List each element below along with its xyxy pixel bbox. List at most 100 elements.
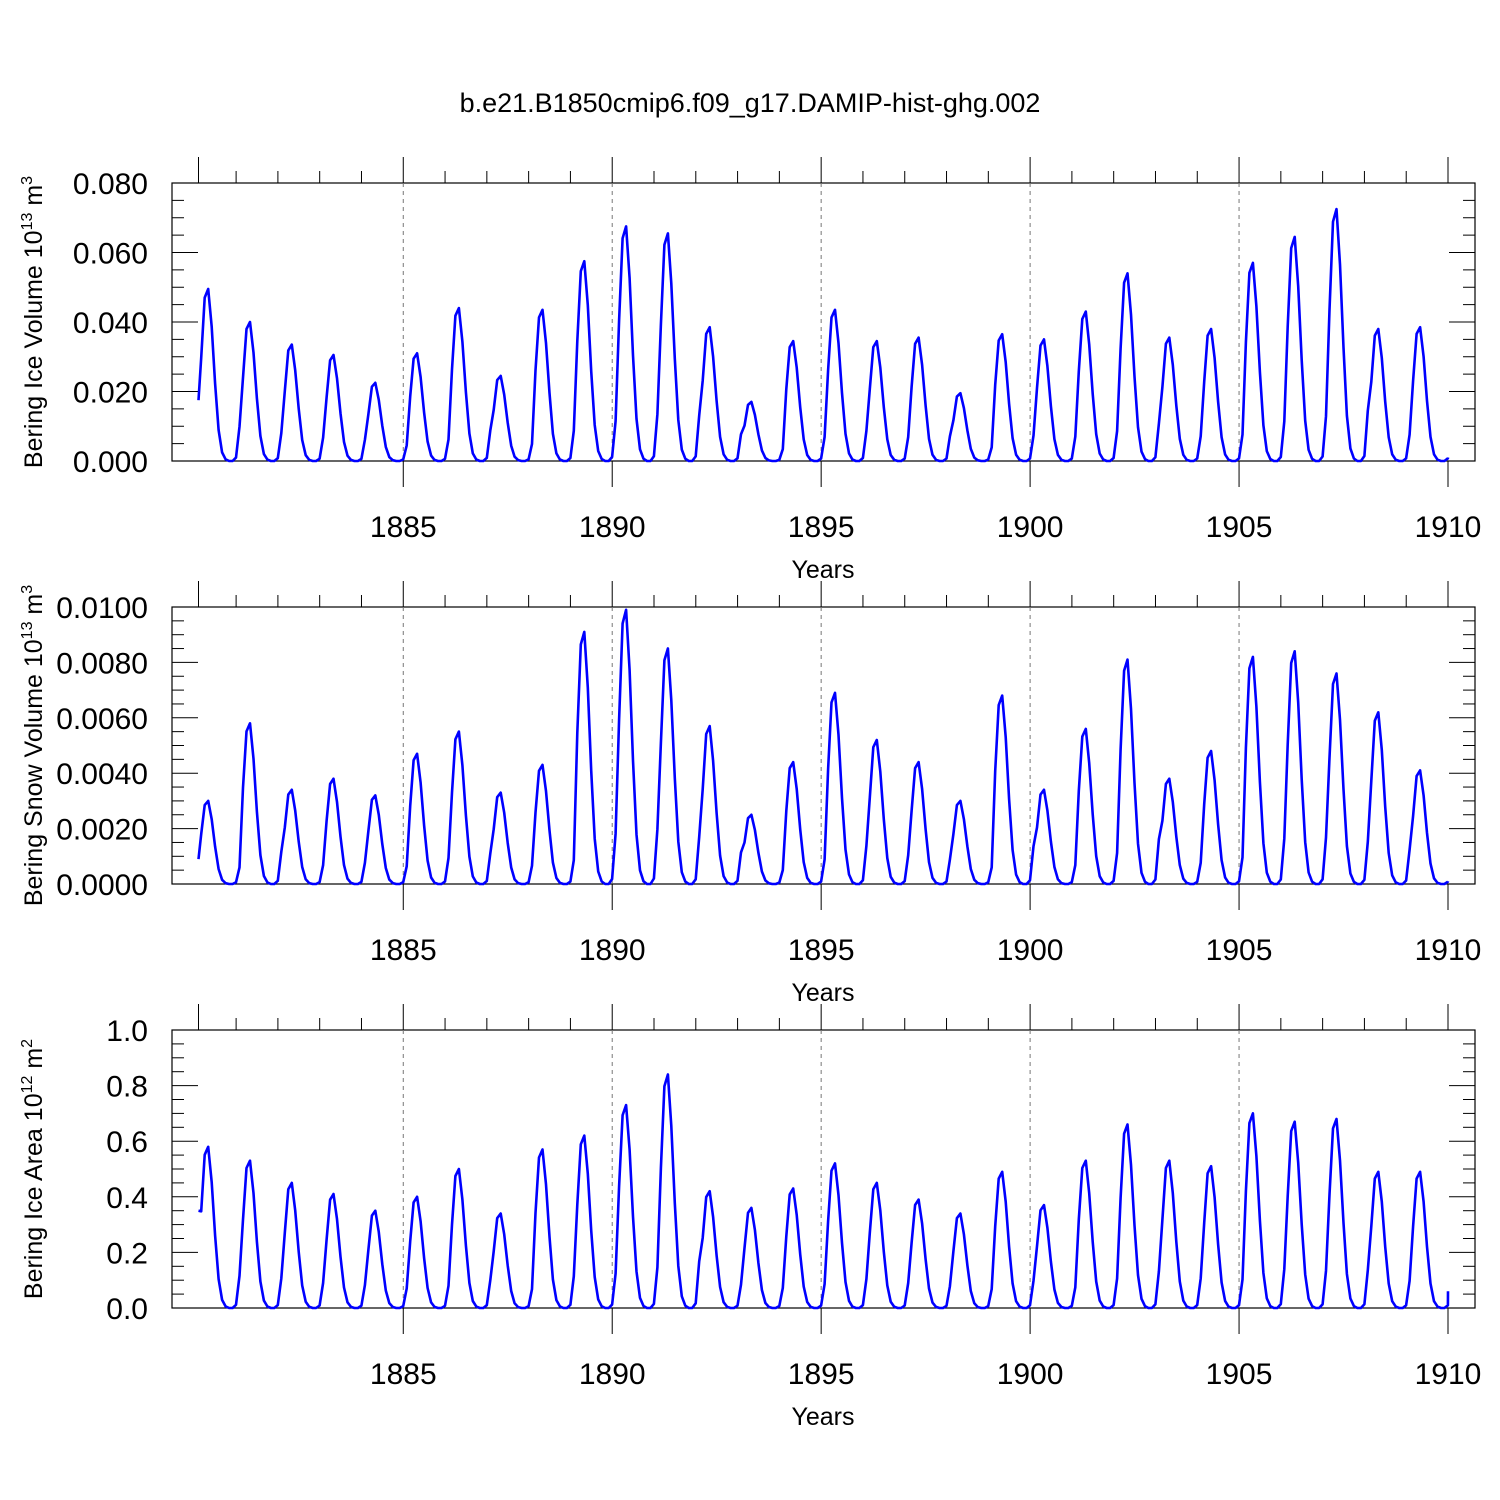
data-point <box>1001 694 1004 697</box>
data-point <box>834 308 837 311</box>
data-point <box>666 232 669 235</box>
data-point <box>917 1198 920 1201</box>
data-point <box>541 763 544 766</box>
data-point <box>625 225 628 228</box>
x-tick-label: 1905 <box>1206 1358 1273 1391</box>
data-point <box>708 1190 711 1193</box>
series-line <box>197 207 1450 463</box>
series-line <box>198 1073 1450 1310</box>
y-tick-label: 0.0 <box>106 1293 148 1326</box>
data-point <box>750 1206 753 1209</box>
x-tick-label: 1890 <box>579 934 646 967</box>
data-point <box>834 1162 837 1165</box>
x-tick-label: 1900 <box>997 934 1064 967</box>
data-point <box>583 1134 586 1137</box>
y-tick-label: 0.0020 <box>56 814 148 847</box>
x-tick-label: 1905 <box>1206 511 1273 544</box>
data-point <box>1377 711 1380 714</box>
x-tick-label: 1890 <box>579 511 646 544</box>
data-point <box>332 354 335 357</box>
data-point <box>583 630 586 633</box>
data-point <box>1377 1170 1380 1173</box>
data-point <box>1126 658 1129 661</box>
data-point <box>1377 327 1380 330</box>
data-point <box>1168 1159 1171 1162</box>
data-point <box>457 730 460 733</box>
y-axis-label: Bering Snow Volume 1013 m3 <box>19 585 48 906</box>
data-point <box>332 1193 335 1196</box>
data-point <box>959 799 962 802</box>
data-point <box>1042 1204 1045 1207</box>
data-point <box>1335 1117 1338 1120</box>
data-point <box>1084 310 1087 313</box>
y-tick-label: 0.0040 <box>56 758 148 791</box>
data-point <box>834 691 837 694</box>
data-point <box>1210 1165 1213 1168</box>
data-point <box>207 799 210 802</box>
data-point <box>1001 333 1004 336</box>
data-point <box>1126 272 1129 275</box>
data-point <box>959 392 962 395</box>
data-point <box>1168 777 1171 780</box>
y-tick-label: 0.060 <box>73 238 148 271</box>
data-point <box>332 777 335 780</box>
x-tick-label: 1885 <box>370 511 437 544</box>
data-point <box>248 722 251 725</box>
data-point <box>248 1159 251 1162</box>
data-point <box>959 1212 962 1215</box>
data-point <box>750 813 753 816</box>
x-tick-label: 1895 <box>788 511 855 544</box>
data-point <box>1042 338 1045 341</box>
data-point <box>1251 1112 1254 1115</box>
data-point <box>374 1209 377 1212</box>
data-point <box>248 321 251 324</box>
data-point <box>583 260 586 263</box>
panel-ice-volume: 0.000 0.020 0.040 0.060 0.080 1885 1890 1895 190… <box>19 157 1481 584</box>
x-tick-label: 1885 <box>370 1358 437 1391</box>
data-point <box>875 738 878 741</box>
data-point <box>875 340 878 343</box>
data-point <box>1001 1170 1004 1173</box>
y-tick-label: 1.0 <box>106 1015 148 1048</box>
data-point <box>1335 672 1338 675</box>
data-point <box>625 608 628 611</box>
series-line <box>197 608 1450 886</box>
y-axis-label: Bering Ice Volume 1013 m3 <box>19 176 48 468</box>
y-tick-label: 0.0080 <box>56 647 148 680</box>
data-point <box>416 752 419 755</box>
data-point <box>1251 261 1254 264</box>
data-point <box>1251 655 1254 658</box>
x-tick-label: 1910 <box>1415 511 1482 544</box>
data-point <box>1084 1159 1087 1162</box>
data-point <box>207 1145 210 1148</box>
data-point <box>875 1181 878 1184</box>
data-point <box>625 1104 628 1107</box>
data-point <box>1084 727 1087 730</box>
data-point <box>541 1148 544 1151</box>
data-point <box>207 287 210 290</box>
data-point <box>708 725 711 728</box>
y-tick-label: 0.8 <box>106 1071 148 1104</box>
data-point <box>499 374 502 377</box>
data-point <box>1293 650 1296 653</box>
data-point <box>792 340 795 343</box>
data-point <box>541 308 544 311</box>
data-point <box>1335 208 1338 211</box>
y-tick-label: 0.0000 <box>56 869 148 902</box>
x-tick-label: 1910 <box>1415 934 1482 967</box>
data-point <box>917 336 920 339</box>
data-point <box>666 647 669 650</box>
data-point <box>290 343 293 346</box>
data-point <box>416 1195 419 1198</box>
data-point <box>499 1212 502 1215</box>
data-point <box>750 400 753 403</box>
x-axis-label: Years <box>791 1403 854 1431</box>
data-point <box>1168 336 1171 339</box>
data-point <box>499 791 502 794</box>
data-point <box>1293 235 1296 238</box>
data-point <box>290 1181 293 1184</box>
y-tick-label: 0.020 <box>73 377 148 410</box>
x-tick-label: 1900 <box>997 1358 1064 1391</box>
y-tick-label: 0.6 <box>106 1126 148 1159</box>
